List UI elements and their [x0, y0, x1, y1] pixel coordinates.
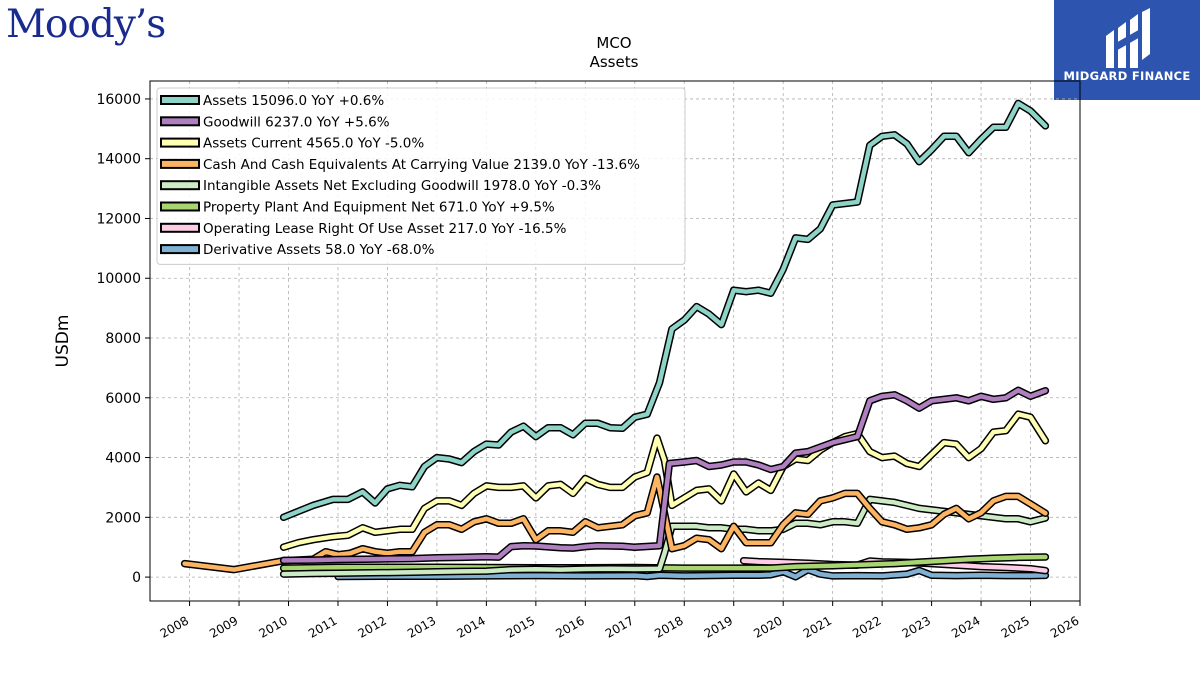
legend-entry: Cash And Cash Equivalents At Carrying Va…: [203, 157, 640, 173]
x-tick-label: 2014: [454, 613, 487, 640]
x-tick-label: 2015: [504, 613, 537, 640]
x-tick-label: 2024: [949, 613, 982, 640]
legend-swatch: [160, 95, 200, 105]
series-layer: [180, 99, 1050, 581]
legend-entry: Goodwill 6237.0 YoY +5.6%: [203, 114, 390, 130]
y-tick-label: 0: [132, 570, 141, 586]
x-tick-label: 2020: [751, 613, 784, 640]
legend-entry: Intangible Assets Net Excluding Goodwill…: [203, 178, 601, 194]
series-line: [281, 554, 1048, 571]
y-tick-label: 14000: [96, 152, 141, 168]
legend-entry: Assets Current 4565.0 YoY -5.0%: [203, 136, 424, 152]
legend-swatch: [160, 244, 200, 255]
x-tick-label: 2019: [702, 613, 735, 640]
midgard-finance-wordmark: MIDGARD FINANCE: [1063, 69, 1191, 83]
legend-entry: Derivative Assets 58.0 YoY -68.0%: [203, 242, 435, 258]
axes: 2008 2009 2010 2011 2012 2013 2014 2015 2016 2017…: [96, 92, 1081, 641]
legend: Assets 15096.0 YoY +0.6% Goodwill 6237.0 …: [156, 87, 686, 265]
x-tick-label: 2026: [1048, 613, 1081, 640]
series-line: [281, 101, 1048, 520]
legend-swatch: [160, 137, 200, 148]
x-tick-label: 2008: [158, 613, 191, 640]
x-tick-label: 2010: [257, 613, 290, 640]
x-tick-label: 2022: [850, 613, 883, 640]
y-tick-label: 10000: [96, 271, 141, 287]
x-tick-label: 2011: [306, 613, 339, 640]
y-axis-label: USDm: [53, 315, 73, 368]
y-tick-label: 8000: [105, 331, 141, 347]
series-line: [182, 474, 1048, 572]
y-tick-label: 2000: [105, 510, 141, 526]
x-tick-label: 2016: [553, 613, 586, 640]
y-tick-label: 6000: [105, 391, 141, 407]
legend-entry: Operating Lease Right Of Use Asset 217.0…: [203, 221, 567, 237]
x-tick-label: 2013: [405, 613, 438, 640]
chart-subtitle: Assets: [590, 53, 639, 71]
series-line: [281, 388, 1048, 563]
legend-swatch: [160, 116, 200, 127]
moodys-logo: Moody’s: [6, 2, 166, 47]
midgard-emblem-icon: [1106, 8, 1150, 68]
y-tick-label: 4000: [105, 451, 141, 467]
plot-frame: [149, 80, 1081, 602]
legend-box: [156, 87, 686, 265]
y-tick-label: 16000: [96, 92, 141, 108]
series-outline: [279, 386, 1050, 565]
series-line: [335, 567, 1048, 580]
x-tick-label: 2012: [355, 613, 388, 640]
x-tick-label: 2023: [900, 613, 933, 640]
x-tick-label: 2025: [999, 613, 1032, 640]
legend-swatch: [160, 201, 200, 212]
x-tick-label: 2017: [603, 613, 636, 640]
chart-title: MCO: [596, 34, 631, 52]
x-tick-label: 2021: [801, 613, 834, 640]
legend-swatch: [160, 222, 200, 233]
x-tick-label: 2018: [652, 613, 685, 640]
legend-swatch: [160, 158, 200, 169]
midgard-finance-logo: MIDGARD FINANCE: [1054, 0, 1200, 100]
legend-swatch: [160, 180, 200, 191]
x-tick-label: 2009: [207, 613, 240, 640]
y-tick-label: 12000: [96, 211, 141, 227]
legend-entry: Assets 15096.0 YoY +0.6%: [203, 93, 384, 109]
legend-entry: Property Plant And Equipment Net 671.0 Y…: [203, 200, 555, 216]
